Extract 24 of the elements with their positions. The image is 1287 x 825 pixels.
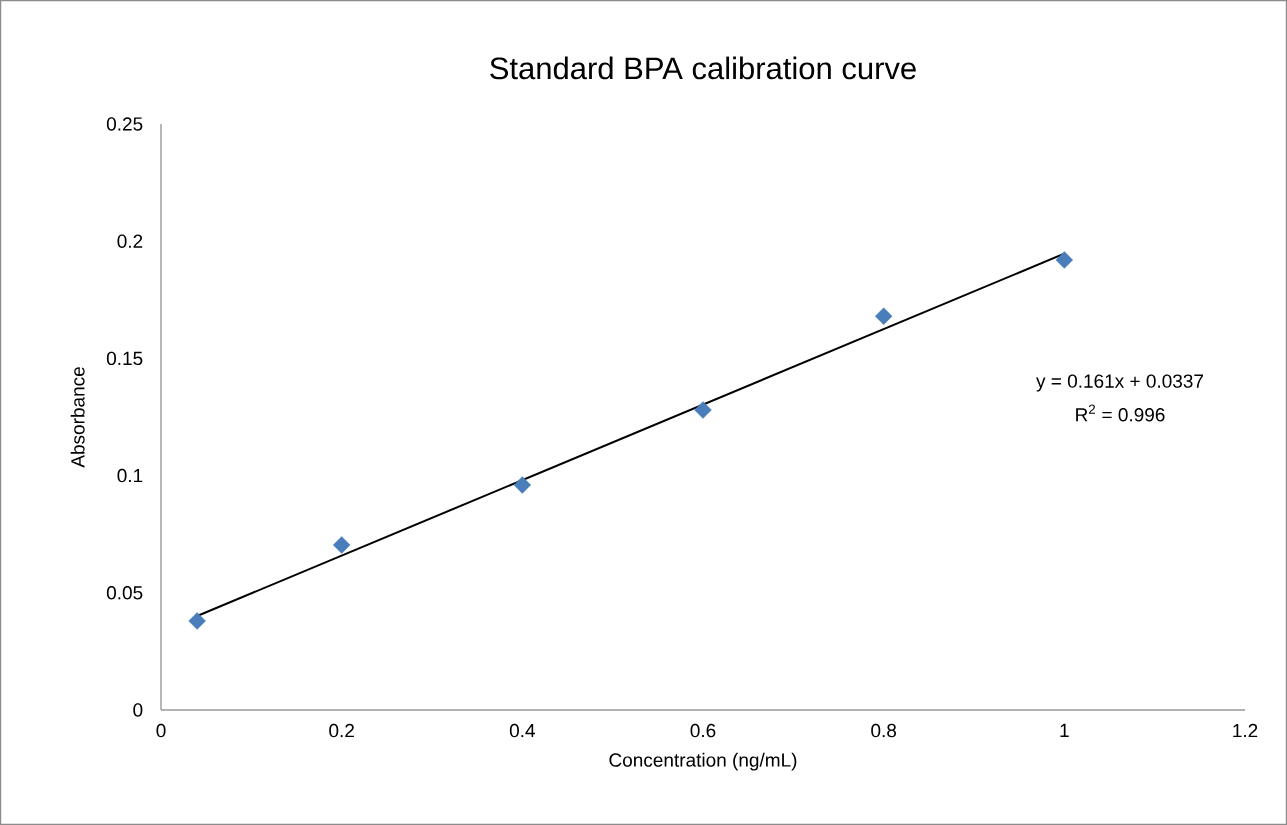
y-tick-label: 0.25 — [106, 117, 143, 131]
x-tick-label: 0.2 — [329, 723, 354, 738]
x-tick-label: 1 — [1060, 723, 1069, 737]
point — [332, 536, 351, 554]
point — [874, 307, 893, 325]
x-tick-label: 0.8 — [871, 723, 897, 738]
point — [694, 401, 712, 419]
x-tick-label: 1.2 — [1233, 723, 1258, 738]
y-axis-title: Absorbance — [70, 367, 85, 468]
chart-title: Standard BPA calibration curve — [490, 56, 916, 80]
annotation: R$^{2}$ = 0.996 — [1076, 404, 1165, 422]
x-tick-label: 0 — [156, 723, 166, 738]
y-tick-label: 0.15 — [106, 351, 143, 366]
point — [188, 612, 206, 630]
y-tick-label: 0.05 — [106, 586, 143, 600]
point — [1055, 251, 1074, 269]
x-tick-label: 0.6 — [690, 723, 716, 738]
point — [513, 476, 532, 494]
y-tick-label: 0.2 — [117, 234, 143, 248]
y-tick-label: 0.1 — [117, 468, 143, 483]
x-tick-label: 0.4 — [509, 723, 535, 738]
x-axis-title: Concentration (ng/mL) — [609, 752, 797, 771]
y-tick-label: 0 — [133, 703, 143, 717]
annotation: y = 0.161x + 0.0337 — [1036, 374, 1203, 392]
